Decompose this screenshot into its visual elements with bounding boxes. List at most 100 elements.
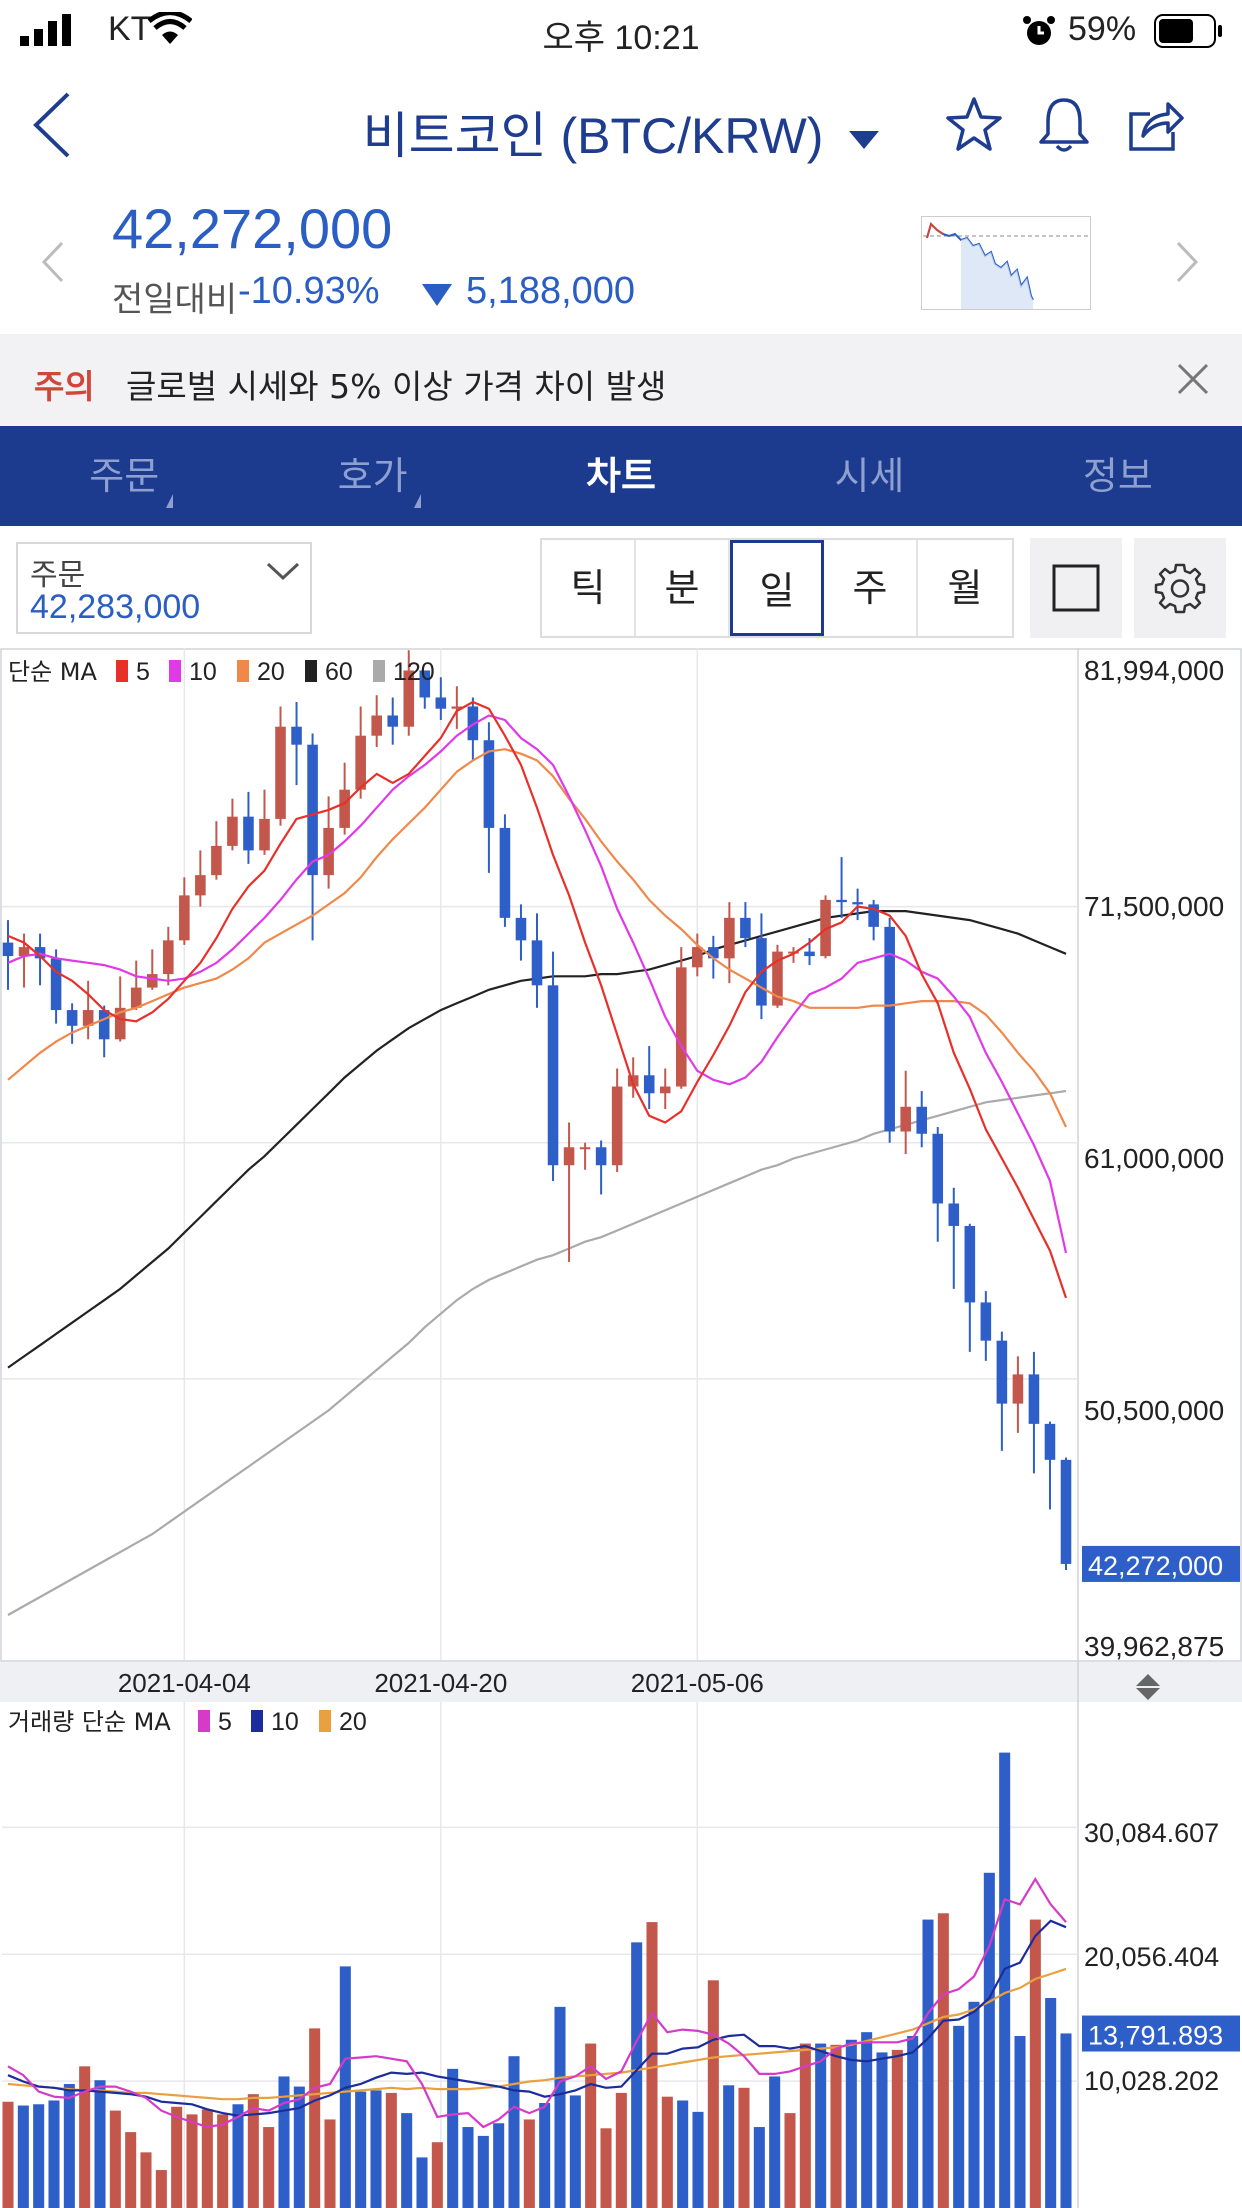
volume-bar: [615, 2092, 627, 2208]
period-tick[interactable]: 틱: [542, 540, 636, 636]
fullscreen-button[interactable]: [1030, 538, 1122, 638]
candle-body: [836, 899, 847, 903]
legend-swatch: [237, 660, 249, 682]
order-price-select[interactable]: 주문 42,283,000: [16, 542, 312, 634]
close-icon[interactable]: [1176, 362, 1210, 396]
volume-bar: [201, 2109, 213, 2208]
square-icon: [1052, 564, 1100, 612]
tab-corner-indicator: [414, 494, 422, 508]
legend-label: 5: [218, 1708, 232, 1736]
period-week[interactable]: 주: [824, 540, 918, 636]
volume-bar: [1060, 2033, 1072, 2208]
volume-bar: [999, 1752, 1011, 2208]
volume-bar: [355, 2091, 367, 2208]
prev-coin-icon[interactable]: [40, 240, 66, 284]
volume-bar: [370, 2090, 382, 2208]
change-amount: 5,188,000: [466, 270, 636, 312]
page-title: 비트코인 (BTC/KRW): [362, 108, 824, 164]
down-triangle-icon: [422, 284, 452, 306]
price-tick-label: 71,500,000: [1084, 891, 1224, 922]
candle-body: [1060, 1459, 1072, 1564]
volume-bar: [845, 2039, 857, 2208]
legend-label: 20: [257, 658, 285, 686]
volume-bar: [232, 2104, 244, 2208]
candle-body: [114, 1007, 126, 1040]
legend-label: 60: [325, 658, 353, 686]
alarm-icon: [1023, 16, 1055, 45]
candle-body: [804, 951, 815, 957]
candle-body: [82, 1010, 94, 1026]
tab-orderbook-label: 호가: [337, 454, 408, 498]
candle-body: [291, 726, 302, 745]
candle-body: [403, 670, 415, 727]
bell-icon[interactable]: [1036, 94, 1092, 156]
volume-bar: [48, 2100, 60, 2208]
current-volume-tag-label: 13,791.893: [1088, 2021, 1223, 2051]
ma20-line: [7, 748, 1067, 1128]
candle-body: [996, 1340, 1008, 1404]
price-legend-title: 단순 MA: [8, 658, 97, 686]
tab-quotes[interactable]: 시세: [745, 426, 993, 526]
volume-bar: [1045, 1998, 1057, 2208]
volume-ma10-line: [7, 1919, 1067, 2117]
main-tabs: 주문 호가 차트 시세 정보: [0, 426, 1242, 526]
price-tick-label: 39,962,875: [1084, 1631, 1224, 1662]
candle-body: [1012, 1374, 1024, 1404]
price-tick-label: 81,994,000: [1084, 655, 1224, 686]
volume-bar: [891, 2049, 903, 2208]
tab-orderbook[interactable]: 호가: [248, 426, 496, 526]
volume-bar: [477, 2135, 489, 2208]
settings-button[interactable]: [1134, 538, 1226, 638]
period-minute[interactable]: 분: [636, 540, 730, 636]
back-icon[interactable]: [30, 90, 74, 160]
volume-bar: [508, 2056, 520, 2208]
tab-info[interactable]: 정보: [994, 426, 1242, 526]
volume-bar: [753, 2127, 765, 2208]
candle-body: [852, 902, 863, 905]
volume-bar: [293, 2086, 305, 2208]
volume-bar: [309, 2028, 321, 2208]
tab-order[interactable]: 주문: [0, 426, 248, 526]
tab-chart[interactable]: 차트: [497, 426, 745, 526]
candle-body: [980, 1302, 992, 1341]
volume-bar: [79, 2066, 91, 2208]
price-chart[interactable]: 81,994,000 71,500,000 61,000,000 50,500,000…: [0, 648, 1242, 2208]
tab-order-label: 주문: [89, 454, 160, 498]
volume-bar: [171, 2106, 183, 2208]
candle-body: [307, 744, 318, 876]
candle-body: [772, 951, 783, 1006]
volume-bar: [769, 2076, 781, 2208]
volume-bar: [907, 2035, 919, 2208]
legend-swatch: [198, 1710, 210, 1732]
period-month[interactable]: 월: [947, 566, 983, 610]
volume-bar: [33, 2104, 45, 2208]
legend-label: 20: [339, 1708, 367, 1736]
candle-body: [2, 942, 14, 957]
candle-body: [163, 940, 174, 975]
candle-body: [916, 1106, 928, 1134]
share-icon[interactable]: [1126, 96, 1186, 154]
date-tick-label: 2021-04-04: [118, 1668, 251, 1698]
volume-bar: [876, 2052, 888, 2208]
price-panel-frame: [0, 648, 1242, 1662]
candle-body: [18, 947, 30, 957]
candle-body: [547, 985, 559, 1166]
period-day[interactable]: 일: [730, 540, 824, 636]
volume-bar: [17, 2105, 29, 2208]
star-icon[interactable]: [944, 96, 1004, 154]
volume-bar: [922, 1919, 934, 2208]
candle-body: [515, 917, 527, 941]
market-selector[interactable]: 비트코인 (BTC/KRW): [0, 96, 1242, 168]
next-coin-icon[interactable]: [1174, 240, 1200, 284]
candle-body: [659, 1086, 671, 1094]
candle-body: [98, 1010, 110, 1040]
candle-body: [499, 827, 511, 918]
volume-bar: [937, 1913, 949, 2208]
candle-body: [387, 715, 399, 727]
candle-body: [868, 904, 879, 927]
volume-bar: [661, 2096, 673, 2208]
candle-body: [243, 816, 254, 851]
candle-body: [419, 670, 431, 698]
volume-bar: [140, 2152, 152, 2208]
volume-bar: [1029, 1919, 1041, 2208]
